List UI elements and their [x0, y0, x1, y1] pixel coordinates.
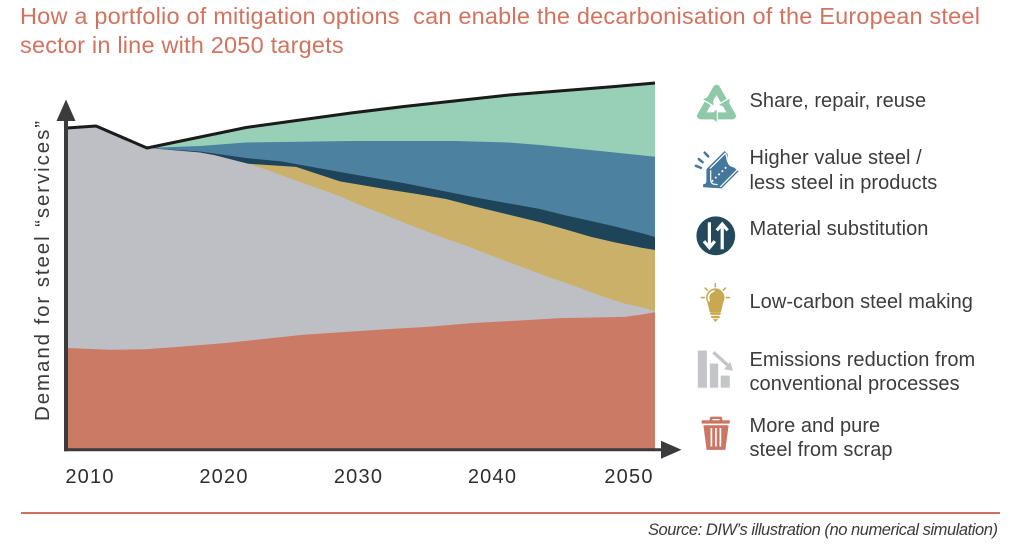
svg-text:2050: 2050 — [604, 466, 653, 488]
svg-text:2020: 2020 — [199, 466, 248, 488]
svg-text:2030: 2030 — [334, 466, 383, 488]
svg-text:2040: 2040 — [468, 466, 517, 488]
svg-text:2010: 2010 — [65, 466, 114, 488]
svg-text:Demand for steel “services”: Demand for steel “services” — [31, 119, 54, 421]
